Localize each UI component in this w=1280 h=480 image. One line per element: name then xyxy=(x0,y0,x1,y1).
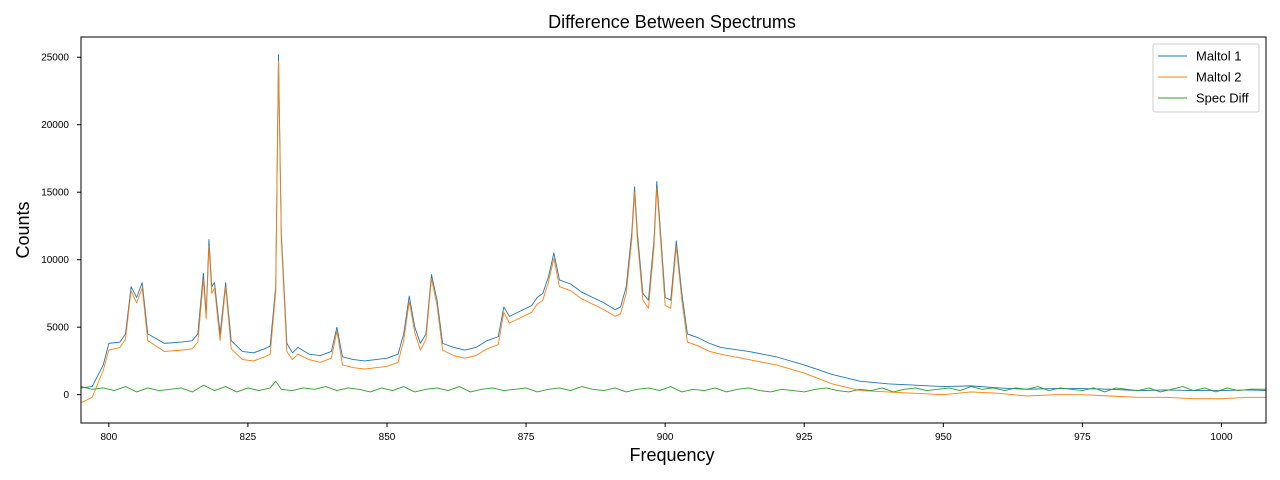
x-axis: 800 825 850 875 900 925 950 975 1000 xyxy=(100,423,1233,443)
x-axis-title: Frequency xyxy=(629,445,714,465)
legend-box xyxy=(1152,43,1260,113)
x-tick-label: 825 xyxy=(240,432,257,443)
legend-label: Spec Diff xyxy=(1196,91,1249,106)
y-axis: 0 5000 10000 15000 20000 25000 xyxy=(41,53,81,401)
y-tick-label: 5000 xyxy=(47,323,70,334)
series-line-maltol-2 xyxy=(80,60,1266,404)
x-tick-label: 850 xyxy=(379,432,396,443)
y-axis-title: Counts xyxy=(13,201,33,258)
x-tick-label: 900 xyxy=(657,432,674,443)
x-tick-label: 875 xyxy=(518,432,535,443)
x-tick-label: 925 xyxy=(796,432,813,443)
series-line-maltol-1 xyxy=(80,54,1267,392)
y-tick-label: 20000 xyxy=(41,120,69,131)
legend-label: Maltol 1 xyxy=(1196,49,1242,64)
y-tick-label: 10000 xyxy=(41,255,69,266)
series-line-spec-diff xyxy=(80,380,1266,393)
series-group xyxy=(80,54,1267,404)
legend: Maltol 1 Maltol 2 Spec Diff xyxy=(1152,43,1260,113)
y-tick-label: 25000 xyxy=(41,53,69,64)
x-tick-label: 950 xyxy=(935,432,952,443)
x-tick-label: 1000 xyxy=(1210,432,1233,443)
legend-label: Maltol 2 xyxy=(1196,70,1242,85)
chart-title: Difference Between Spectrums xyxy=(548,12,796,32)
plot-frame xyxy=(80,36,1267,424)
x-tick-label: 800 xyxy=(100,432,117,443)
y-tick-label: 0 xyxy=(63,390,69,401)
x-tick-label: 975 xyxy=(1074,432,1091,443)
y-tick-label: 15000 xyxy=(41,188,69,199)
